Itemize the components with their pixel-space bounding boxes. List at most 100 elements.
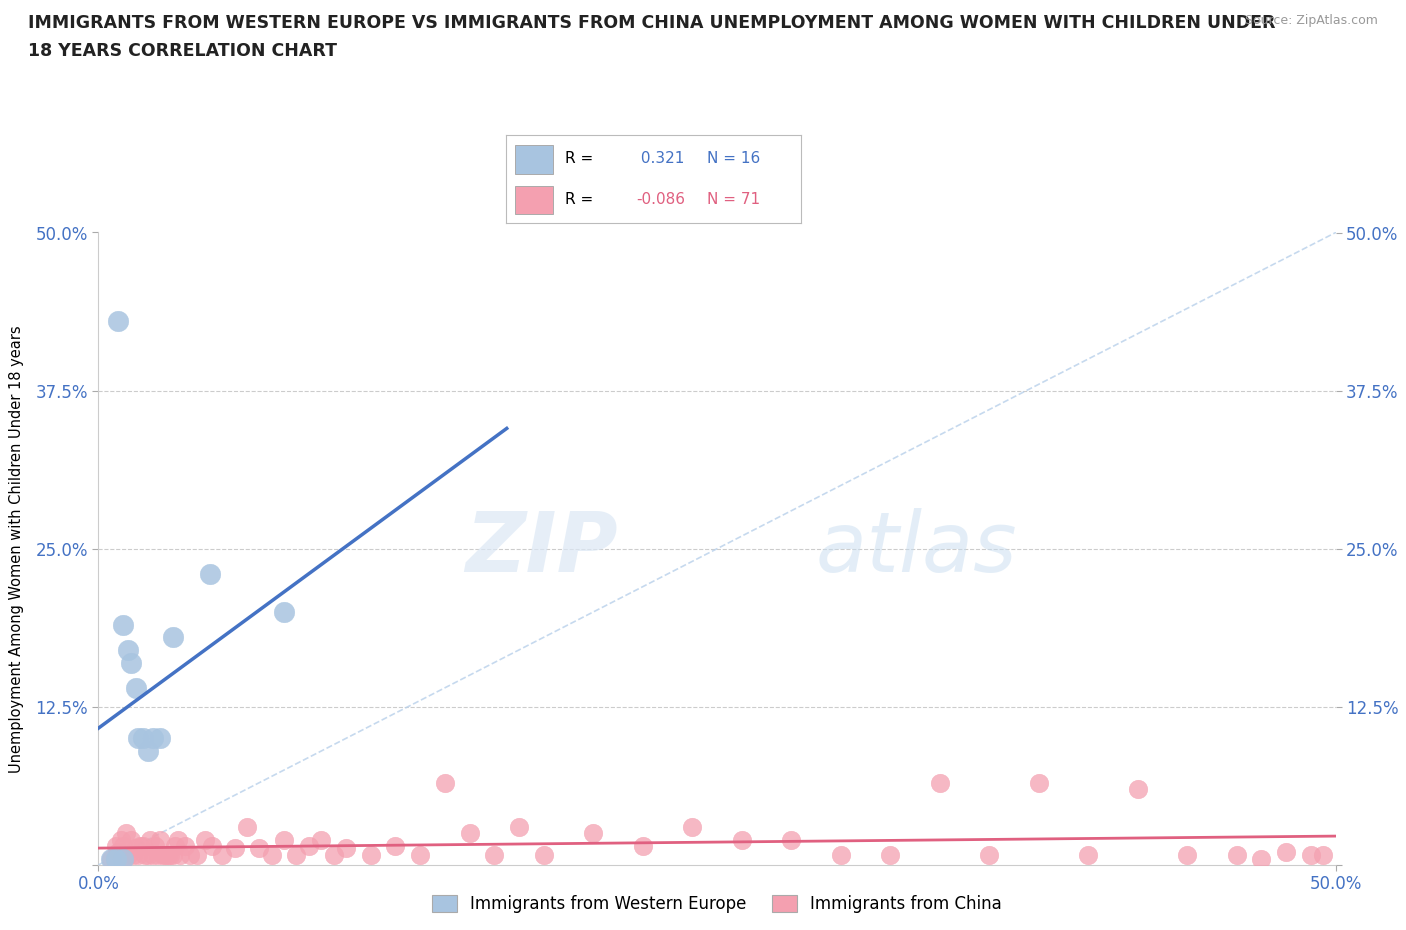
Point [149,731,172,746]
Point [198,566,221,581]
Legend: Immigrants from Western Europe, Immigrants from China: Immigrants from Western Europe, Immigran… [426,888,1008,920]
Point [165,839,187,854]
Point [107,313,129,328]
Point [681,819,703,834]
Point [508,819,530,834]
Point [127,847,149,862]
Point [780,832,803,847]
Point [1312,847,1334,862]
Point [174,839,197,854]
Point [1077,847,1099,862]
Point [112,839,135,854]
Point [132,731,155,746]
Point [211,847,233,862]
Point [117,643,139,658]
FancyBboxPatch shape [515,186,554,215]
Point [830,847,852,862]
Text: Source: ZipAtlas.com: Source: ZipAtlas.com [1244,14,1378,27]
Point [1250,851,1272,866]
Point [433,776,456,790]
Point [104,839,127,854]
Point [159,847,181,862]
Text: R =: R = [565,192,599,206]
Point [104,851,127,866]
Point [879,847,901,862]
Point [142,731,165,746]
Point [186,847,208,862]
Point [152,847,174,862]
Point [124,841,146,856]
Point [112,851,135,866]
Point [273,604,295,619]
Text: -0.086: -0.086 [636,192,685,206]
Point [194,832,217,847]
Point [1175,847,1198,862]
Point [100,851,122,866]
Point [120,832,142,847]
Point [236,819,259,834]
Point [124,681,146,696]
Point [107,844,129,859]
FancyBboxPatch shape [515,145,554,174]
Text: atlas: atlas [815,508,1018,590]
Point [134,847,156,862]
Point [1126,781,1149,796]
Point [273,832,295,847]
Point [122,847,145,862]
Text: ZIP: ZIP [465,508,619,590]
Point [132,839,155,854]
Point [731,832,754,847]
Point [169,847,191,862]
Point [136,847,159,862]
Point [155,847,177,862]
Point [117,847,139,862]
Point [201,839,224,854]
Point [298,839,321,854]
Point [322,847,344,862]
Y-axis label: Unemployment Among Women with Children Under 18 years: Unemployment Among Women with Children U… [10,325,24,773]
Point [166,832,188,847]
Point [285,847,308,862]
Point [162,630,184,644]
Point [112,851,135,866]
Point [247,841,270,856]
Point [129,839,152,854]
Point [127,731,149,746]
Text: 0.321: 0.321 [636,152,685,166]
Text: R =: R = [565,152,599,166]
Point [156,847,179,862]
Text: 18 YEARS CORRELATION CHART: 18 YEARS CORRELATION CHART [28,42,337,60]
Text: N = 71: N = 71 [707,192,761,206]
Point [928,776,950,790]
Point [100,851,122,866]
Point [114,826,136,841]
Point [112,618,135,632]
Point [309,832,332,847]
Point [484,847,506,862]
Point [1226,847,1249,862]
Point [335,841,357,856]
Point [409,847,432,862]
Point [146,847,169,862]
Point [582,826,605,841]
Point [143,839,166,854]
Point [458,826,481,841]
Point [139,832,162,847]
Point [1299,847,1322,862]
Point [533,847,555,862]
Point [162,847,184,862]
Point [979,847,1001,862]
Point [149,832,172,847]
Point [1275,844,1298,859]
Point [384,839,406,854]
Point [120,655,142,670]
Point [179,847,201,862]
Point [136,744,159,759]
Point [631,839,654,854]
Point [260,847,283,862]
Text: N = 16: N = 16 [707,152,761,166]
Point [1028,776,1050,790]
Point [142,847,165,862]
Point [360,847,382,862]
Point [110,832,132,847]
